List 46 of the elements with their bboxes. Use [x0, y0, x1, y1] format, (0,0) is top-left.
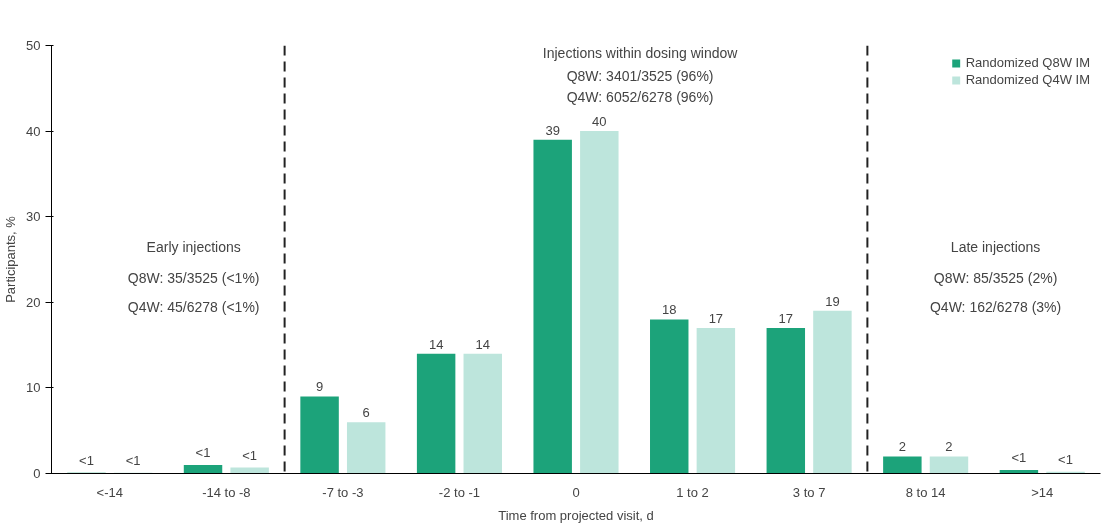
y-tick-label: 40: [26, 123, 41, 139]
data-label: 17: [778, 310, 794, 326]
annotation: Q8W: 85/3525 (2%): [933, 270, 1058, 287]
y-axis-title: Participants, %: [3, 215, 19, 303]
x-tick-label: 8 to 14: [905, 484, 946, 500]
x-tick-label: -14 to -8: [202, 484, 251, 500]
data-label: 9: [315, 379, 324, 395]
data-label: 39: [545, 122, 560, 138]
annotation: Q8W: 35/3525 (<1%): [127, 270, 260, 287]
y-tick-label: 20: [26, 294, 41, 310]
x-tick-label: >14: [1031, 484, 1054, 500]
data-label: <1: [195, 444, 211, 460]
data-label: <1: [125, 452, 141, 468]
annotation: Q4W: 45/6278 (<1%): [127, 299, 260, 316]
y-tick-label: 50: [26, 38, 41, 53]
data-label: 14: [475, 336, 490, 352]
annotation: Early injections: [146, 239, 241, 256]
x-tick-label: 0: [572, 484, 580, 500]
annotation: Late injections: [950, 239, 1041, 256]
data-label: <1: [79, 452, 94, 468]
y-tick-label: 10: [26, 380, 41, 396]
legend-label: Randomized Q8W IM: [965, 55, 1090, 70]
data-label: 17: [708, 310, 724, 326]
data-label: 6: [362, 405, 370, 421]
legend-label: Randomized Q4W IM: [965, 72, 1090, 87]
annotation: Q4W: 162/6278 (3%): [929, 299, 1062, 316]
x-axis-title: Time from projected visit, d: [498, 507, 654, 523]
data-label: 18: [662, 302, 677, 318]
y-tick-label: 0: [33, 466, 41, 481]
data-label: <1: [1011, 450, 1027, 466]
data-label: 19: [825, 293, 840, 309]
x-tick-label: <-14: [96, 484, 123, 500]
data-label: 2: [898, 439, 906, 455]
x-tick-label: -7 to -3: [322, 484, 364, 500]
annotation: Q4W: 6052/6278 (96%): [566, 89, 714, 106]
data-label: <1: [1058, 451, 1073, 467]
data-label: 2: [945, 439, 953, 455]
x-tick-label: 1 to 2: [676, 484, 709, 500]
x-tick-label: -2 to -1: [438, 484, 481, 500]
y-tick-label: 30: [26, 209, 41, 225]
annotation: Injections within dosing window: [542, 44, 739, 61]
x-tick-label: 3 to 7: [792, 484, 826, 500]
annotation: Q8W: 3401/3525 (96%): [566, 68, 714, 85]
data-label: <1: [242, 447, 258, 463]
data-label: 14: [428, 336, 444, 352]
data-label: 40: [592, 114, 607, 130]
